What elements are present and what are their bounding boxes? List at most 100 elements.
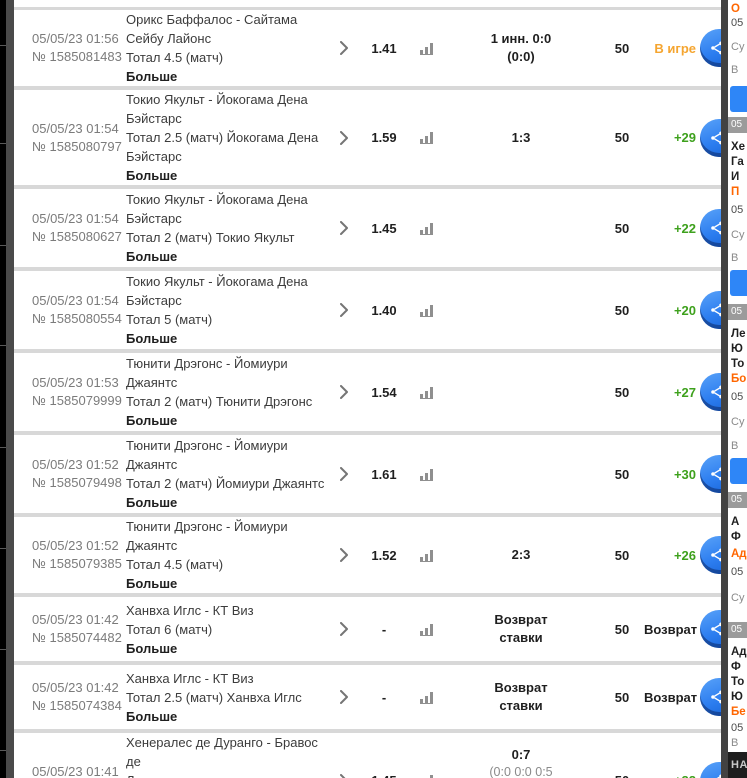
expand-bet-button[interactable]: [332, 303, 356, 317]
share-button[interactable]: [700, 761, 721, 778]
bet-market: Тотал 2.5 (матч) Ханвха Иглс: [126, 689, 302, 705]
share-button[interactable]: [700, 678, 721, 716]
stats-link[interactable]: [412, 42, 442, 55]
share-button[interactable]: [700, 209, 721, 247]
share-button[interactable]: [700, 455, 721, 493]
bet-row[interactable]: 05/05/23 01:54 № 1585080554 Токио Якульт…: [14, 271, 721, 349]
clipped-text-fragment: Су: [731, 416, 745, 428]
stats-link[interactable]: [412, 774, 442, 778]
bet-odds: -: [381, 621, 387, 637]
bet-number: № 1585074482: [32, 630, 122, 645]
share-button[interactable]: [700, 536, 721, 574]
expand-bet-button[interactable]: [332, 130, 356, 145]
bet-odds: 1.61: [371, 466, 397, 482]
clipped-text-fragment: Ю: [731, 691, 743, 703]
expand-bet-button[interactable]: [332, 690, 356, 704]
expand-bet-button[interactable]: [332, 548, 356, 562]
stats-link[interactable]: [412, 304, 442, 317]
chevron-right-icon: [340, 41, 348, 55]
bet-event-title: Тюнити Дрэгонс - Йомиури Джаянтс: [126, 519, 288, 553]
clipped-text-fragment: Су: [731, 592, 745, 604]
clipped-blue-button[interactable]: [730, 458, 747, 484]
bet-row[interactable]: 05/05/23 01:42 № 1585074384 Ханвха Иглс …: [14, 665, 721, 729]
clipped-text-fragment: Хе: [731, 141, 746, 153]
share-button[interactable]: [700, 291, 721, 329]
chevron-right-icon: [340, 622, 348, 636]
expand-bet-button[interactable]: [332, 467, 356, 481]
back-to-top-button[interactable]: НА: [728, 752, 747, 778]
bet-date-cell: 05/05/23 01:41 № 1585073535: [14, 763, 126, 778]
bet-outcome: Больше: [126, 495, 178, 510]
stats-link[interactable]: [412, 691, 442, 704]
bet-date: 05/05/23 01:41: [32, 763, 119, 778]
bar-chart-icon: [420, 386, 433, 399]
clipped-text-fragment: Бе: [731, 706, 746, 718]
bet-stake: 50: [614, 621, 630, 637]
bet-outcome: Больше: [126, 640, 178, 656]
stats-link[interactable]: [412, 222, 442, 235]
share-button[interactable]: [700, 118, 721, 157]
stats-link[interactable]: [412, 468, 442, 481]
bet-stake: 50: [614, 384, 630, 400]
bet-date: 05/05/23 01:42: [32, 680, 119, 695]
bet-row[interactable]: 05/05/23 01:52 № 1585079385 Тюнити Дрэго…: [14, 517, 721, 593]
bet-number: № 1585080554: [32, 311, 122, 326]
stats-link[interactable]: [412, 386, 442, 399]
stats-link[interactable]: [412, 131, 442, 144]
bet-result: +22: [644, 773, 700, 778]
share-button[interactable]: [700, 29, 721, 67]
expand-bet-button[interactable]: [332, 221, 356, 235]
bet-row[interactable]: 05/05/23 01:42 № 1585074482 Ханвха Иглс …: [14, 597, 721, 661]
bar-chart-icon: [420, 222, 433, 235]
expand-bet-button[interactable]: [332, 385, 356, 399]
bet-event-title: Орикс Баффалос - Сайтама Сейбу Лайонс: [126, 12, 298, 46]
bar-chart-icon: [420, 549, 433, 562]
bet-market: Тотал 4.5 (матч): [126, 557, 224, 572]
expand-bet-button[interactable]: [332, 622, 356, 636]
bet-row[interactable]: 05/05/23 01:41 № 1585073535 Хенералес де…: [14, 733, 721, 778]
bet-row[interactable]: 05/05/23 01:53 № 1585079999 Тюнити Дрэго…: [14, 353, 721, 431]
bet-event-cell: Ханвха Иглс - КТ Виз Тотал 2.5 (матч) Ха…: [126, 669, 332, 726]
bet-market: Тотал 2 (матч) Токио Якульт: [126, 230, 295, 245]
bar-chart-icon: [420, 468, 433, 481]
expand-bet-button[interactable]: [332, 41, 356, 55]
bet-date-cell: 05/05/23 01:53 № 1585079999: [14, 374, 126, 410]
share-button[interactable]: [700, 610, 721, 648]
bet-result: Возврат: [644, 689, 698, 705]
right-bets-panel: НА О 05 Су В 05 Хе Га И П 05 Су В 05 Ле Ю То Бо 05 Су В 05 А Ф…: [728, 0, 747, 778]
clipped-text-fragment: Ф: [731, 661, 741, 673]
share-button[interactable]: [700, 373, 721, 411]
bet-date: 05/05/23 01:42: [32, 612, 119, 627]
bet-event-title: Токио Якульт - Йокогама Дена Бэйстарс: [126, 192, 308, 226]
bet-event-cell: Токио Якульт - Йокогама Дена Бэйстарс То…: [126, 272, 332, 348]
bet-stake: 50: [614, 302, 630, 318]
bet-date-cell: 05/05/23 01:54 № 1585080627: [14, 210, 126, 246]
clipped-text-fragment: В: [731, 737, 739, 749]
expand-bet-button[interactable]: [332, 773, 356, 778]
clipped-text-fragment: Бо: [731, 373, 747, 385]
bar-chart-icon: [420, 623, 433, 636]
clipped-blue-button[interactable]: [730, 86, 747, 112]
bet-result: Возврат: [644, 621, 698, 637]
clipped-text-fragment: Су: [731, 229, 745, 241]
stats-link[interactable]: [412, 623, 442, 636]
clipped-text-fragment: 05: [728, 304, 747, 320]
stats-link[interactable]: [412, 549, 442, 562]
clipped-text-fragment: 05: [731, 17, 744, 29]
bet-row[interactable]: 05/05/23 01:54 № 1585080797 Токио Якульт…: [14, 90, 721, 185]
bet-score-cell: 2:3: [442, 546, 600, 564]
bet-row[interactable]: 05/05/23 01:54 № 1585080627 Токио Якульт…: [14, 189, 721, 267]
clipped-text-fragment: В: [731, 440, 739, 452]
bet-stake: 50: [600, 773, 644, 778]
bet-number: № 1585074384: [32, 698, 122, 713]
bet-row[interactable]: 05/05/23 01:52 № 1585079498 Тюнити Дрэго…: [14, 435, 721, 513]
chevron-right-icon: [340, 548, 348, 562]
clipped-text-fragment: В: [731, 64, 739, 76]
bet-outcome: Больше: [126, 69, 178, 84]
clipped-blue-button[interactable]: [730, 270, 747, 296]
share-icon: [711, 385, 721, 399]
bet-date-cell: 05/05/23 01:42 № 1585074384: [14, 679, 126, 715]
bet-stake: 50: [614, 547, 630, 563]
clipped-text-fragment: 05: [731, 391, 744, 403]
bet-row[interactable]: 05/05/23 01:56 № 1585081483 Орикс Баффал…: [14, 10, 721, 86]
